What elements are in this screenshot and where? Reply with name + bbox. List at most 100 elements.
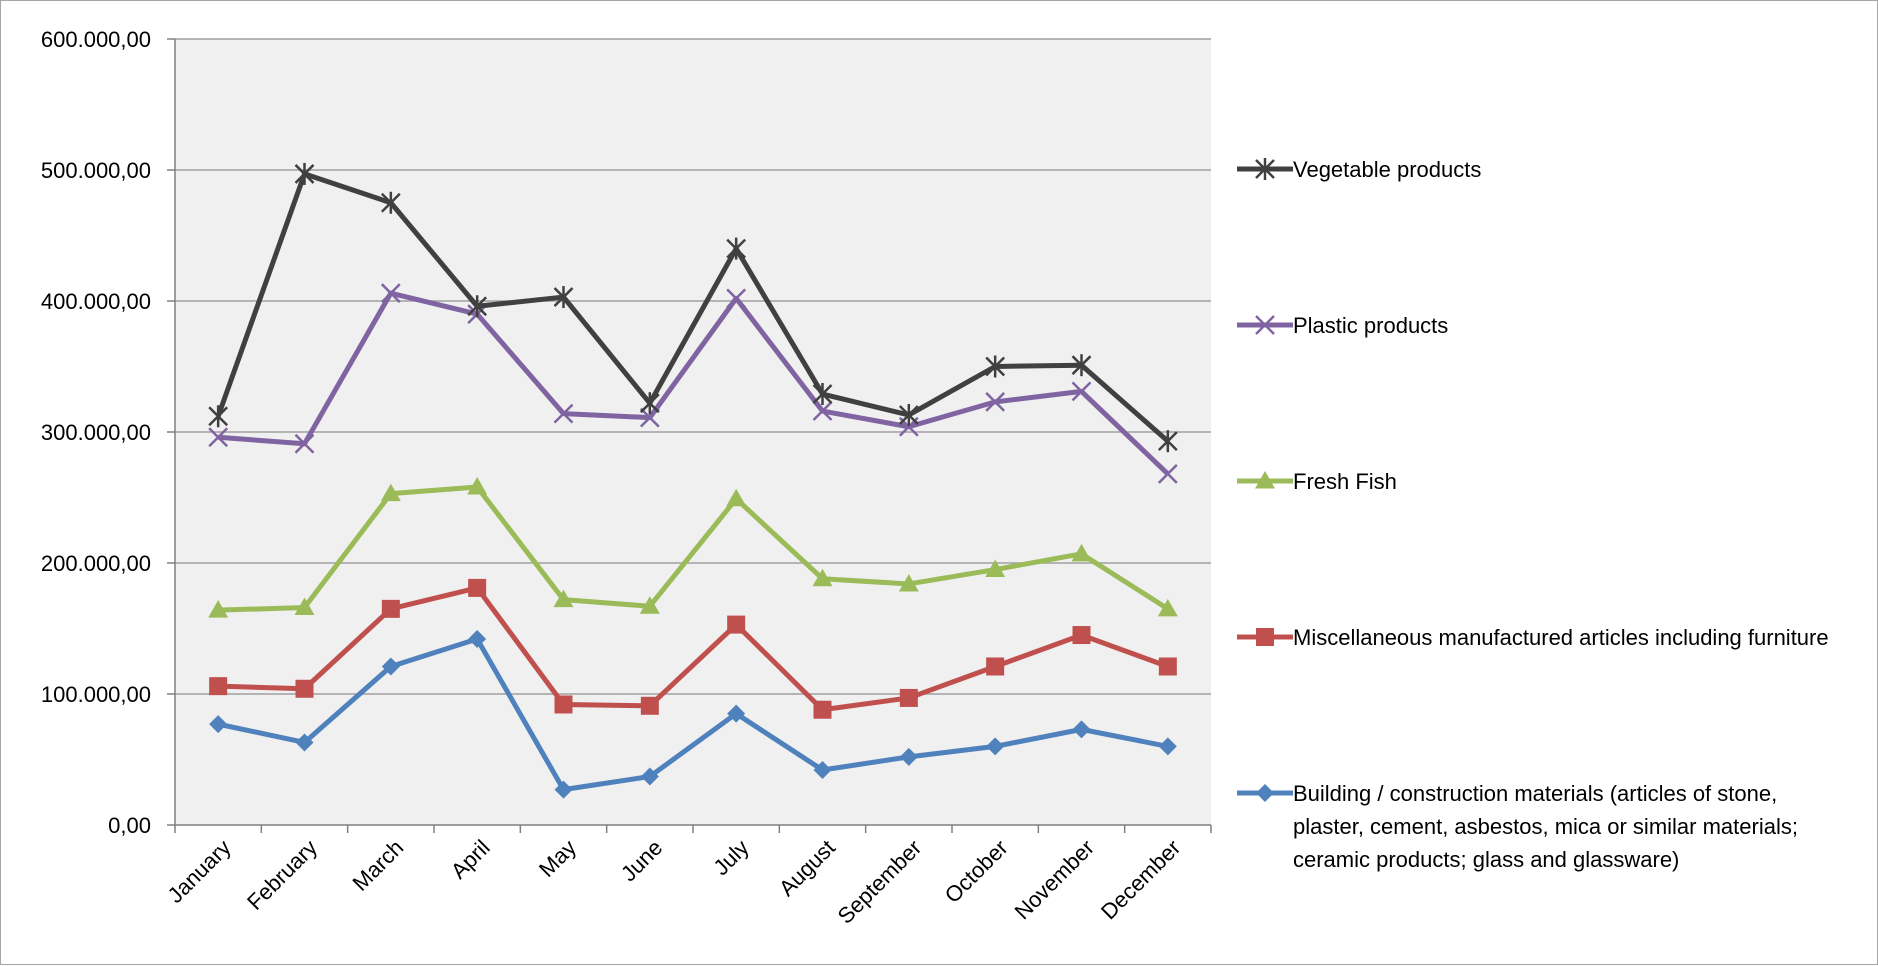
data-point-marker xyxy=(812,383,833,406)
x-tick-label: December xyxy=(1096,835,1185,924)
gridlines xyxy=(167,38,1211,826)
series-line xyxy=(217,290,1170,476)
data-point-marker xyxy=(1256,628,1274,646)
data-point-marker xyxy=(985,355,1006,378)
data-point-marker xyxy=(1071,543,1092,562)
legend-item: Plastic products xyxy=(1237,313,1448,338)
data-point-marker xyxy=(898,573,919,592)
data-point-marker xyxy=(1255,471,1275,489)
series-fresh-fish xyxy=(208,477,1178,618)
data-point-marker xyxy=(639,392,660,415)
y-tick-label: 600.000,00 xyxy=(41,27,151,52)
data-point-marker xyxy=(986,657,1005,676)
legend: Vegetable products Plastic products Fresh … xyxy=(1237,157,1829,872)
data-point-marker xyxy=(726,288,747,309)
data-point-marker xyxy=(467,295,488,318)
data-point-marker xyxy=(554,695,573,714)
legend-item: Miscellaneous manufactured articles incl… xyxy=(1237,625,1829,650)
data-point-marker xyxy=(812,401,833,421)
legend-item: Fresh Fish xyxy=(1237,469,1397,494)
x-tick-label: February xyxy=(242,835,322,915)
data-point-marker xyxy=(899,747,918,766)
data-point-marker xyxy=(468,629,487,648)
data-point-marker xyxy=(1158,737,1177,756)
series-vegetable-products xyxy=(208,162,1178,453)
data-point-marker xyxy=(294,433,315,454)
data-point-marker xyxy=(1255,315,1275,335)
x-tick-label: April xyxy=(446,835,495,884)
data-point-marker xyxy=(985,391,1006,412)
axes xyxy=(174,39,1212,833)
data-point-marker xyxy=(1256,784,1274,802)
x-tick-label: January xyxy=(163,835,236,908)
data-point-marker xyxy=(813,760,832,779)
data-point-marker xyxy=(726,488,747,507)
data-point-marker xyxy=(380,483,401,502)
data-point-marker xyxy=(640,767,659,786)
data-point-marker xyxy=(467,477,488,495)
y-tick-label: 300.000,00 xyxy=(41,420,151,445)
data-point-marker xyxy=(381,599,400,618)
data-point-marker xyxy=(1157,430,1178,453)
legend-label: Miscellaneous manufactured articles incl… xyxy=(1293,625,1829,650)
data-point-marker xyxy=(1255,158,1275,180)
data-point-marker xyxy=(468,578,487,597)
data-point-marker xyxy=(986,737,1005,756)
data-point-marker xyxy=(727,615,746,634)
data-point-marker xyxy=(295,733,314,752)
legend-label: Plastic products xyxy=(1293,313,1448,338)
data-point-marker xyxy=(553,403,574,424)
series-miscellaneous-manufactured-articles-incl xyxy=(209,578,1177,719)
y-tick-label: 100.000,00 xyxy=(41,682,151,707)
x-tick-label: October xyxy=(940,835,1013,908)
data-point-marker xyxy=(554,780,573,799)
x-tick-label: September xyxy=(833,835,927,929)
data-point-marker xyxy=(727,704,746,723)
data-point-marker xyxy=(553,589,574,608)
data-point-marker xyxy=(639,596,660,614)
data-point-marker xyxy=(1071,381,1092,402)
data-point-marker xyxy=(380,283,401,304)
series-building-construction-materials-articles xyxy=(209,629,1177,799)
data-point-marker xyxy=(812,568,833,587)
series-lines xyxy=(208,162,1178,799)
data-point-marker xyxy=(553,286,574,309)
y-axis-tick-labels: 0,00 100.000,00 200.000,00 300.000,00 400.00… xyxy=(41,27,151,838)
x-axis-tick-labels: January February March April May June July Augu… xyxy=(163,835,1186,929)
legend-label: Building / construction materials (artic… xyxy=(1293,781,1798,872)
data-point-marker xyxy=(208,405,229,428)
series-line xyxy=(217,636,1169,793)
y-tick-label: 400.000,00 xyxy=(41,289,151,314)
data-point-marker xyxy=(380,191,401,214)
series-line xyxy=(218,585,1169,713)
data-point-marker xyxy=(1158,657,1177,676)
data-point-marker xyxy=(294,162,315,185)
y-tick-label: 200.000,00 xyxy=(41,551,151,576)
data-point-marker xyxy=(1071,354,1092,377)
x-tick-label: July xyxy=(708,835,753,880)
data-point-marker xyxy=(898,403,919,426)
data-point-marker xyxy=(209,715,228,734)
x-tick-label: August xyxy=(774,835,840,901)
data-point-marker xyxy=(1072,720,1091,739)
data-point-marker xyxy=(209,677,228,696)
legend-item: Vegetable products xyxy=(1237,157,1481,182)
data-point-marker xyxy=(639,407,660,428)
x-tick-label: June xyxy=(616,835,667,886)
x-tick-label: May xyxy=(534,835,581,882)
data-point-marker xyxy=(294,597,315,616)
legend-item: Building / construction materials (artic… xyxy=(1237,781,1798,872)
data-point-marker xyxy=(1157,598,1178,617)
data-point-marker xyxy=(295,679,314,698)
data-point-marker xyxy=(1072,626,1091,645)
data-point-marker xyxy=(208,427,229,448)
x-tick-label: March xyxy=(347,835,408,896)
series-line xyxy=(215,171,1170,444)
data-point-marker xyxy=(381,657,400,676)
y-tick-label: 500.000,00 xyxy=(41,158,151,183)
data-point-marker xyxy=(726,237,747,260)
data-point-marker xyxy=(985,559,1006,578)
legend-label: Vegetable products xyxy=(1293,157,1481,182)
